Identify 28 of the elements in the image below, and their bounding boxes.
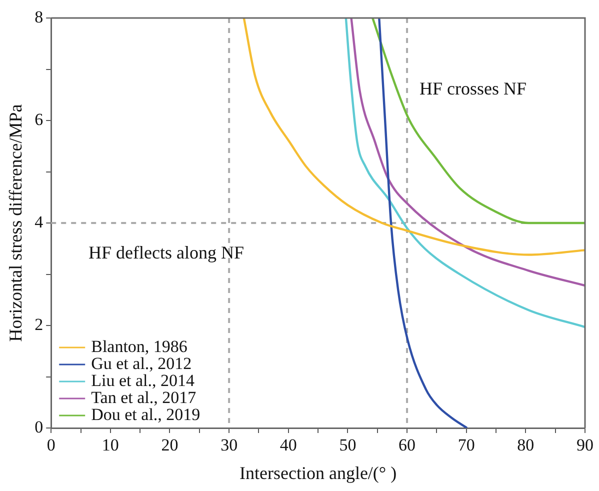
legend-label: Gu et al., 2012 (91, 354, 192, 373)
x-tick-label: 20 (161, 436, 178, 455)
y-tick-label: 8 (34, 7, 44, 26)
y-tick-label: 4 (34, 212, 44, 232)
line-series (372, 18, 585, 224)
x-tick-label: 90 (576, 436, 594, 455)
x-tick-label: 50 (339, 436, 356, 455)
x-tick-label: 70 (458, 436, 475, 455)
legend-label: Tan et al., 2017 (91, 388, 197, 407)
x-tick-label: 0 (46, 436, 56, 455)
y-tick-label: 2 (34, 314, 44, 334)
y-tick-label: 6 (34, 110, 44, 129)
line-series (242, 18, 585, 256)
annotation: HF crosses NF (419, 78, 527, 98)
line-series (344, 18, 585, 328)
legend-label: Liu et al., 2014 (91, 370, 195, 390)
x-tick-label: 60 (398, 436, 416, 455)
x-tick-label: 40 (280, 436, 297, 455)
y-axis-title: Horizontal stress difference/MPa (6, 104, 26, 342)
y-tick-label: 0 (34, 417, 44, 436)
legend-label: Dou et al., 2019 (91, 404, 200, 424)
x-axis-title: Intersection angle/(° ) (239, 462, 397, 483)
x-tick-label: 10 (102, 436, 119, 455)
x-tick-label: 30 (220, 436, 238, 455)
annotation: HF deflects along NF (88, 242, 244, 262)
line-series (350, 18, 585, 287)
x-tick-label: 80 (517, 436, 534, 455)
legend-label: Blanton, 1986 (91, 336, 188, 356)
